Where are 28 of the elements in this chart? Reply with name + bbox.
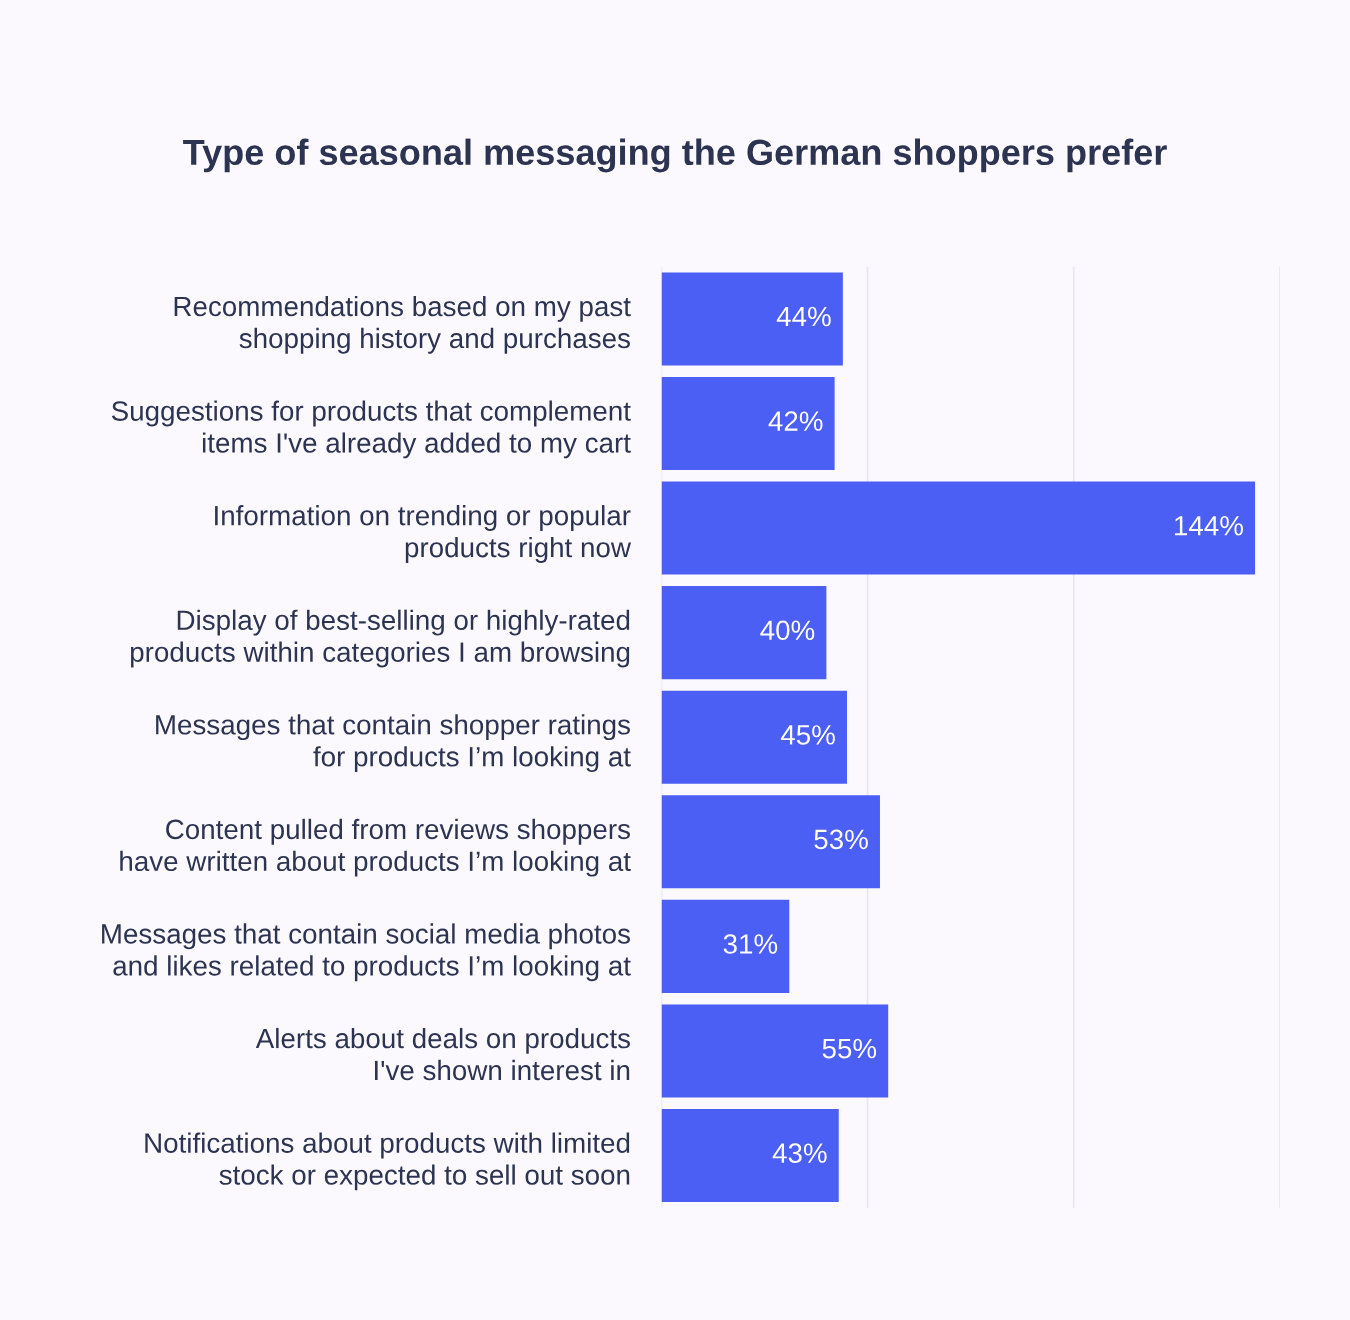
data-label: 53% bbox=[814, 829, 868, 850]
bar bbox=[661, 376, 835, 471]
y-tick-label: Suggestions for products that complement items I've already added to my cart bbox=[111, 400, 631, 459]
y-tick-label: Recommendations based on my past shopping history and purchases bbox=[174, 295, 631, 354]
y-tick-label: Display of best-selling or highly-rated products within categories I am browsing bbox=[130, 609, 630, 668]
bar bbox=[661, 272, 843, 366]
data-label: 43% bbox=[772, 1143, 827, 1163]
y-tick-label: Messages that contain shopper ratings for products I’m looking at bbox=[156, 714, 631, 773]
bar bbox=[661, 481, 1256, 575]
bar bbox=[661, 899, 790, 993]
y-tick-label: Notifications about products with limited stock or expected to sell out soon bbox=[145, 1132, 630, 1191]
chart-title: Type of seasonal messaging the German shoppers prefer bbox=[183, 138, 1167, 173]
y-tick-label: Alerts about deals on products I've shown interest in bbox=[255, 1027, 630, 1081]
data-label: 45% bbox=[780, 725, 835, 745]
y-tick-label: Messages that contain social media photos and likes related to products I’m looking at bbox=[102, 923, 631, 982]
data-label: 40% bbox=[760, 620, 815, 641]
data-label: 42% bbox=[768, 411, 823, 431]
y-tick-label: Information on trending or popular products right now bbox=[215, 505, 632, 563]
data-label: 144% bbox=[1175, 515, 1243, 536]
bar bbox=[661, 1108, 839, 1203]
data-label: 31% bbox=[723, 934, 778, 954]
bar bbox=[661, 1004, 889, 1098]
bar bbox=[661, 690, 847, 784]
bar bbox=[661, 795, 880, 889]
y-tick-label: Content pulled from reviews shoppers have written about products I’m looking at bbox=[120, 818, 631, 877]
data-label: 44% bbox=[776, 306, 831, 327]
data-label: 55% bbox=[822, 1038, 877, 1059]
bar bbox=[661, 586, 827, 680]
